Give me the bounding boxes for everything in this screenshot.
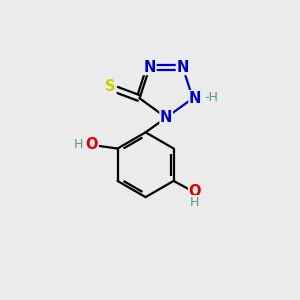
Text: O: O [86, 137, 98, 152]
Text: N: N [189, 91, 201, 106]
Text: S: S [106, 79, 116, 94]
Text: N: N [160, 110, 172, 125]
Text: H: H [74, 139, 83, 152]
Text: H: H [190, 196, 200, 208]
Text: N: N [144, 59, 156, 74]
Text: N: N [176, 59, 189, 74]
Text: -H: -H [204, 91, 218, 104]
Text: O: O [189, 184, 201, 199]
